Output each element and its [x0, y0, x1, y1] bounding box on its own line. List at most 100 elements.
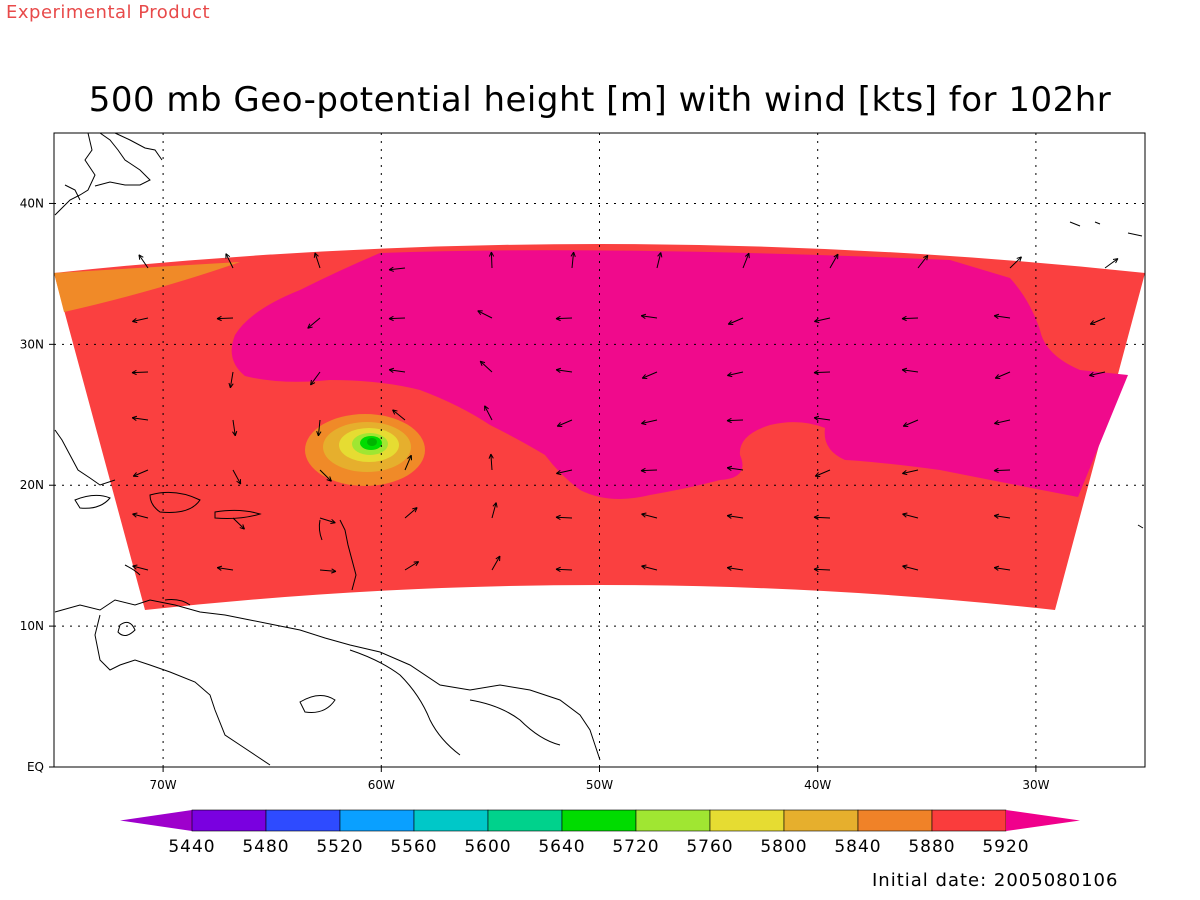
colorbar-swatch: [931, 809, 1007, 832]
colorbar-label: 5640: [538, 837, 585, 857]
latitude-labels: 40N 30N 20N 10N EQ: [20, 196, 54, 774]
colorbar-label: 5720: [612, 837, 659, 857]
wind-arrow: [901, 367, 919, 373]
wind-arrow: [404, 561, 420, 571]
lat-lon-grid: [54, 133, 1145, 767]
wind-arrows: [131, 251, 1119, 574]
colorbar-swatch: [413, 809, 489, 832]
wind-arrow: [813, 415, 831, 421]
coastlines: [54, 132, 1144, 766]
wind-arrow: [726, 417, 744, 424]
height-field: [54, 244, 1145, 610]
wind-arrow: [310, 371, 321, 386]
wind-arrow: [319, 517, 336, 524]
wind-arrow: [555, 566, 573, 573]
wind-arrow: [641, 564, 658, 571]
lon-label: 40W: [804, 778, 831, 792]
wind-arrow: [319, 469, 332, 482]
map-title: 500 mb Geo-potential height [m] with win…: [88, 80, 1112, 120]
colorbar-swatch: [339, 809, 415, 832]
wind-arrow: [901, 315, 919, 322]
wind-arrow: [993, 513, 1011, 519]
lon-label: 60W: [368, 778, 395, 792]
wind-arrow: [993, 467, 1011, 474]
field-region-above-5920: [231, 250, 1128, 499]
wind-arrow: [656, 252, 663, 269]
wind-arrow: [1104, 258, 1119, 269]
colorbar-swatch: [635, 809, 711, 832]
wind-arrow: [829, 253, 839, 269]
wind-arrow: [640, 467, 658, 474]
wind-arrow: [917, 254, 929, 269]
wind-arrow: [813, 514, 831, 521]
wind-arrow: [742, 252, 750, 269]
lon-label: 30W: [1022, 778, 1049, 792]
wind-arrow: [993, 565, 1011, 571]
wind-arrow: [491, 555, 501, 571]
wind-arrow: [388, 367, 406, 373]
wind-arrow: [902, 469, 919, 476]
colorbar-swatch: [487, 809, 563, 832]
wind-arrow: [641, 371, 658, 379]
wind-arrow: [641, 512, 658, 519]
wind-arrow: [902, 564, 919, 571]
colorbar-swatch: [265, 809, 341, 832]
colorbar-swatch: [709, 809, 785, 832]
wind-arrow: [993, 313, 1011, 319]
wind-arrow: [488, 453, 494, 471]
colorbar-label: 5920: [982, 837, 1029, 857]
colorbar-label: 5520: [316, 837, 363, 857]
colorbar-labels: 5440 5480 5520 5560 5600 5640 5720 5760 5800 5840…: [168, 837, 1029, 857]
colorbar: [120, 809, 1080, 832]
wind-arrow: [216, 565, 234, 571]
wind-arrow: [902, 512, 919, 519]
lat-label: 20N: [20, 478, 44, 492]
wind-arrow: [131, 369, 149, 376]
wind-arrow: [404, 507, 418, 519]
wind-arrow: [477, 310, 493, 319]
wind-arrow: [138, 254, 149, 269]
wind-arrow: [404, 454, 413, 471]
colorbar-high-triangle: [1006, 810, 1080, 831]
wind-arrow: [232, 517, 245, 530]
wind-arrow: [570, 251, 576, 269]
colorbar-label: 5560: [390, 837, 437, 857]
wind-arrow: [640, 313, 658, 319]
wind-arrow: [132, 512, 149, 519]
wind-arrow: [727, 317, 744, 325]
wind-arrow: [388, 266, 406, 272]
experimental-product-label: Experimental Product: [6, 2, 211, 23]
wind-arrow: [132, 317, 149, 324]
wind-arrow: [556, 469, 573, 476]
colorbar-label: 5480: [242, 837, 289, 857]
colorbar-swatch: [191, 809, 267, 832]
lat-label: EQ: [27, 760, 44, 774]
wind-arrow: [232, 419, 238, 437]
lat-label: 40N: [20, 196, 44, 210]
wind-arrow: [726, 565, 744, 571]
wind-arrow: [491, 502, 498, 519]
wind-arrow: [994, 419, 1011, 426]
colorbar-label: 5600: [464, 837, 511, 857]
lat-label: 30N: [20, 337, 44, 351]
wind-arrow: [319, 568, 337, 574]
colorbar-low-triangle: [120, 810, 192, 831]
wind-arrow: [316, 419, 322, 437]
low-center: [305, 414, 425, 486]
colorbar-swatch: [857, 809, 933, 832]
colorbar-label: 5760: [686, 837, 733, 857]
wind-arrow: [994, 371, 1011, 379]
wind-arrow: [1089, 317, 1106, 325]
wind-arrow: [132, 469, 149, 477]
wind-arrow: [488, 251, 495, 269]
wind-arrow: [726, 513, 744, 519]
wind-arrow: [1089, 371, 1106, 378]
wind-arrow: [392, 409, 406, 421]
lon-label: 70W: [150, 778, 177, 792]
wind-arrow: [555, 514, 573, 521]
wind-arrow: [555, 367, 573, 373]
wind-arrow: [902, 419, 919, 427]
wind-arrow: [216, 315, 234, 322]
colorbar-swatch: [561, 809, 637, 832]
